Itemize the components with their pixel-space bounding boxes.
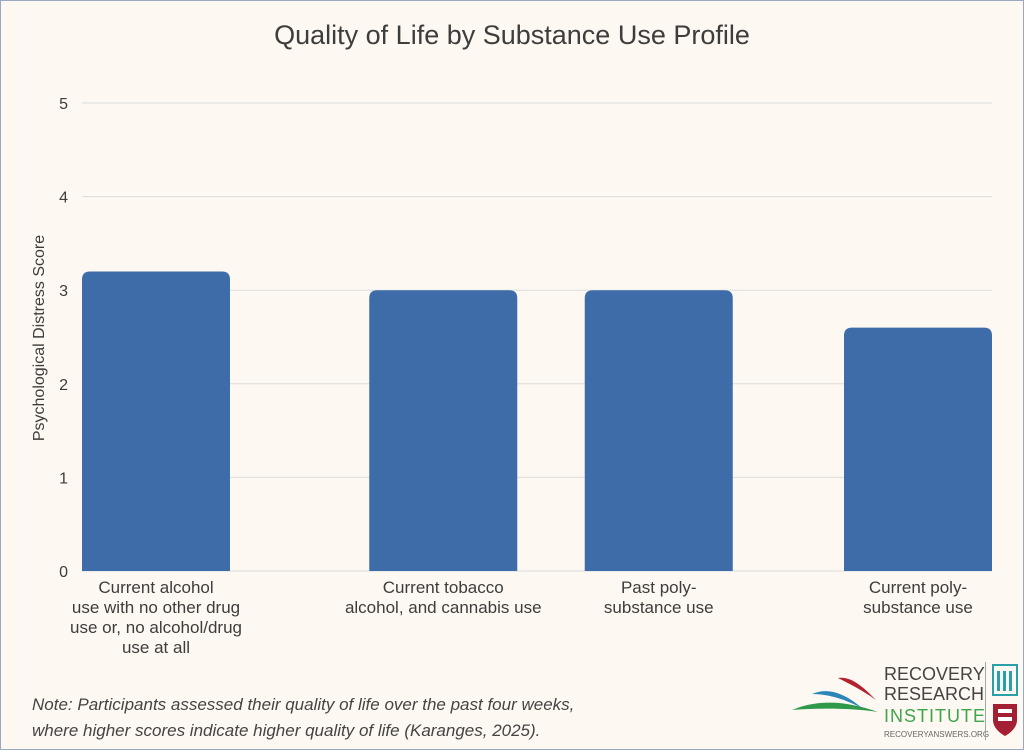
y-tick-label-1: 1 (59, 470, 68, 487)
y-tick-label-3: 3 (59, 283, 68, 300)
logo-text-line-1: RECOVERY (884, 664, 985, 684)
y-tick-label-5: 5 (59, 96, 68, 113)
y-tick-label-4: 4 (59, 190, 68, 207)
bar-1 (369, 290, 518, 571)
footnote-line-1: Note: Participants assessed their qualit… (32, 695, 575, 714)
logo-swoosh-icon (792, 677, 878, 712)
x-tick-label-1: Current tobacco alcohol, and cannabis us… (344, 578, 542, 617)
bars (82, 271, 992, 571)
logo-text-line-2: RESEARCH (884, 684, 985, 704)
chart-title: Quality of Life by Substance Use Profile (274, 20, 750, 50)
bar-3 (844, 327, 992, 571)
x-tick-label-0: Current alcohol use with no other drug u… (69, 578, 242, 657)
x-tick-label-2: Past poly- substance use (603, 578, 714, 617)
logo-url: RECOVERYANSWERS.ORG (884, 730, 990, 739)
logo-emblems-icon (992, 664, 1018, 736)
bar-2 (584, 290, 733, 571)
logo-divider (985, 662, 986, 740)
bar-0 (82, 271, 230, 571)
footnote: Note: Participants assessed their qualit… (32, 692, 574, 744)
y-tick-labels: 0 1 2 3 4 5 (59, 96, 68, 581)
y-tick-label-0: 0 (59, 564, 68, 581)
y-axis-label: Psychological Distress Score (31, 235, 48, 441)
grid-lines (82, 102, 992, 572)
footnote-line-2: where higher scores indicate higher qual… (32, 721, 541, 740)
logo-text-line-3: INSTITUTE (884, 706, 986, 726)
x-tick-label-3: Current poly- substance use (863, 578, 973, 617)
recovery-research-institute-logo: RECOVERY RESEARCH INSTITUTE RECOVERYANSW… (790, 660, 1020, 745)
y-tick-label-2: 2 (59, 377, 68, 394)
